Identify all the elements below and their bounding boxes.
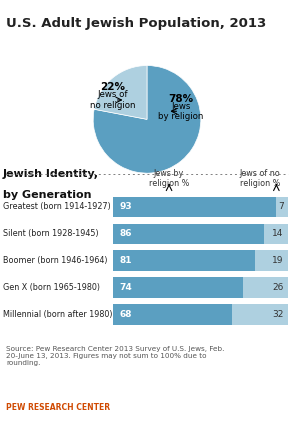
Text: 74: 74 (120, 283, 132, 292)
Text: Gen X (born 1965-1980): Gen X (born 1965-1980) (3, 283, 100, 292)
Text: 22%: 22% (101, 82, 126, 92)
Wedge shape (93, 66, 201, 173)
Text: 68: 68 (120, 310, 132, 319)
Text: Jews of
no religion: Jews of no religion (90, 90, 136, 110)
Text: 32: 32 (272, 310, 284, 319)
Text: Source: Pew Research Center 2013 Survey of U.S. Jews, Feb.
20-June 13, 2013. Fig: Source: Pew Research Center 2013 Survey … (6, 346, 224, 366)
Text: 14: 14 (272, 230, 284, 238)
Text: Jewish Identity,: Jewish Identity, (3, 169, 99, 179)
Text: 26: 26 (272, 283, 284, 292)
Text: 86: 86 (120, 230, 132, 238)
Text: 81: 81 (120, 256, 132, 265)
Text: PEW RESEARCH CENTER: PEW RESEARCH CENTER (6, 404, 110, 412)
Text: Millennial (born after 1980): Millennial (born after 1980) (3, 310, 112, 319)
Bar (113, 277, 243, 298)
Text: by Generation: by Generation (3, 190, 91, 200)
Bar (113, 304, 232, 325)
Text: 93: 93 (120, 203, 132, 211)
Bar (276, 197, 288, 217)
Text: Jews of no
religion %: Jews of no religion % (240, 169, 280, 188)
Text: Greatest (born 1914-1927): Greatest (born 1914-1927) (3, 203, 111, 211)
Text: 78%: 78% (168, 94, 193, 104)
Text: U.S. Adult Jewish Population, 2013: U.S. Adult Jewish Population, 2013 (6, 17, 266, 30)
Bar (255, 250, 288, 271)
Text: Boomer (born 1946-1964): Boomer (born 1946-1964) (3, 256, 107, 265)
Bar (113, 197, 276, 217)
Text: Jews
by religion: Jews by religion (158, 102, 203, 121)
Wedge shape (94, 66, 147, 119)
Text: 7: 7 (278, 203, 284, 211)
Text: 19: 19 (272, 256, 284, 265)
Bar (232, 304, 288, 325)
Bar (113, 250, 255, 271)
Bar (264, 224, 288, 244)
Text: Silent (born 1928-1945): Silent (born 1928-1945) (3, 230, 98, 238)
Text: Jews by
religion %: Jews by religion % (149, 169, 189, 188)
Bar (113, 224, 264, 244)
Bar (243, 277, 288, 298)
